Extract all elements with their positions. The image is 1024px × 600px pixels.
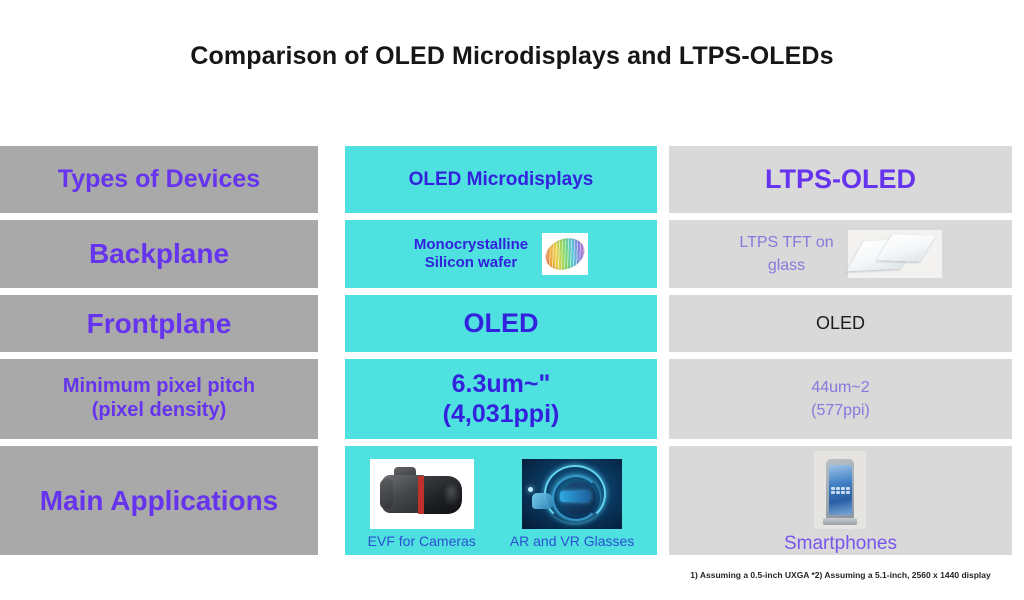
- table-row-backplane: Backplane Monocrystalline Silicon wafer …: [0, 220, 1024, 288]
- application-caption-smartphones: Smartphones: [783, 533, 897, 554]
- cell-backplane-microdisplay: Monocrystalline Silicon wafer: [345, 220, 657, 288]
- row-label-pixel-pitch-line2: (pixel density): [91, 399, 227, 421]
- backplane-microdisplay-line2: Silicon wafer: [424, 254, 518, 271]
- glass-sheet-icon: [876, 234, 936, 262]
- header-cell-ltps-oled: LTPS-OLED: [669, 146, 1012, 213]
- frontplane-microdisplay-text: OLED: [463, 308, 539, 339]
- frontplane-ltps-text: OLED: [815, 313, 866, 333]
- application-item-smartphones: Smartphones: [784, 451, 897, 555]
- camera-red-ring-icon: [417, 476, 424, 514]
- cell-applications-microdisplay: EVF for Cameras AR and VR Glasses: [345, 446, 657, 555]
- footnote-line2: display: [961, 570, 991, 580]
- application-item-evf: EVF for Cameras: [368, 459, 476, 555]
- application-caption-evf: EVF for Cameras: [367, 533, 476, 549]
- row-label-backplane: Backplane: [0, 220, 318, 288]
- table-row-pixel-pitch: Minimum pixel pitch (pixel density) 6.3u…: [0, 359, 1024, 439]
- cell-pixel-pitch-microdisplay: 6.3um~" (4,031ppi): [345, 359, 657, 439]
- header-label-types-of-devices: Types of Devices: [57, 164, 261, 193]
- cell-frontplane-microdisplay: OLED: [345, 295, 657, 352]
- table-row-header: Types of Devices OLED Microdisplays LTPS…: [0, 146, 1024, 213]
- table-row-frontplane: Frontplane OLED OLED: [0, 295, 1024, 352]
- smartphone-stand-icon: [823, 518, 858, 525]
- row-label-pixel-pitch: Minimum pixel pitch (pixel density): [0, 359, 318, 439]
- wafer-disc-icon: [542, 233, 589, 275]
- vr-spark-icon: [528, 487, 534, 492]
- row-label-main-applications: Main Applications: [0, 446, 318, 555]
- pixel-pitch-microdisplay-density: (4,031ppi): [442, 400, 560, 428]
- application-caption-ar-vr: AR and VR Glasses: [509, 533, 635, 549]
- smartphone-screen-icon: [828, 465, 852, 515]
- backplane-ltps-line1: LTPS TFT on: [739, 233, 834, 251]
- header-cell-oled-microdisplays: OLED Microdisplays: [345, 146, 657, 213]
- camera-image: [369, 459, 474, 529]
- application-item-ar-vr: AR and VR Glasses: [509, 459, 635, 555]
- header-label-ltps-oled: LTPS-OLED: [765, 164, 916, 194]
- page-title: Comparison of OLED Microdisplays and LTP…: [190, 42, 834, 70]
- pixel-pitch-ltps-density: (577ppi): [811, 402, 870, 419]
- table-row-main-applications: Main Applications EVF for Cameras: [0, 446, 1024, 555]
- vr-goggles-icon: [560, 491, 591, 502]
- backplane-ltps-line2: glass: [767, 257, 806, 274]
- cell-pixel-pitch-ltps: 44um~2 (577ppi): [669, 359, 1012, 439]
- row-label-backplane-text: Backplane: [88, 238, 230, 270]
- camera-front-glass-icon: [443, 483, 462, 507]
- row-label-frontplane-text: Frontplane: [86, 307, 232, 339]
- vr-glasses-image: [522, 459, 623, 529]
- pixel-pitch-microdisplay-value: 6.3um~": [451, 369, 551, 398]
- cell-frontplane-ltps: OLED: [669, 295, 1012, 352]
- row-label-pixel-pitch-line1: Minimum pixel pitch: [62, 375, 256, 398]
- vr-hand-icon: [532, 493, 555, 509]
- silicon-wafer-image: [542, 233, 589, 275]
- backplane-microdisplay-line1: Monocrystalline: [413, 235, 529, 253]
- cell-applications-ltps: Smartphones: [669, 446, 1012, 555]
- cell-backplane-ltps: LTPS TFT on glass: [669, 220, 1012, 288]
- smartphone-image: [814, 451, 867, 529]
- header-label-oled-microdisplays: OLED Microdisplays: [408, 168, 594, 190]
- footnote-line1: 1) Assuming a 0.5-inch UXGA *2) Assuming…: [690, 570, 960, 580]
- glass-substrate-image: [846, 230, 942, 278]
- footnote: 1) Assuming a 0.5-inch UXGA *2) Assuming…: [669, 570, 1012, 581]
- row-label-main-applications-text: Main Applications: [39, 484, 279, 516]
- comparison-table: Types of Devices OLED Microdisplays LTPS…: [0, 146, 1024, 562]
- smartphone-app-icons: [830, 487, 850, 494]
- header-cell-types-of-devices: Types of Devices: [0, 146, 318, 213]
- camera-grip-icon: [379, 479, 393, 509]
- pixel-pitch-ltps-value: 44um~2: [811, 378, 870, 396]
- row-label-frontplane: Frontplane: [0, 295, 318, 352]
- smartphone-body-icon: [826, 459, 855, 521]
